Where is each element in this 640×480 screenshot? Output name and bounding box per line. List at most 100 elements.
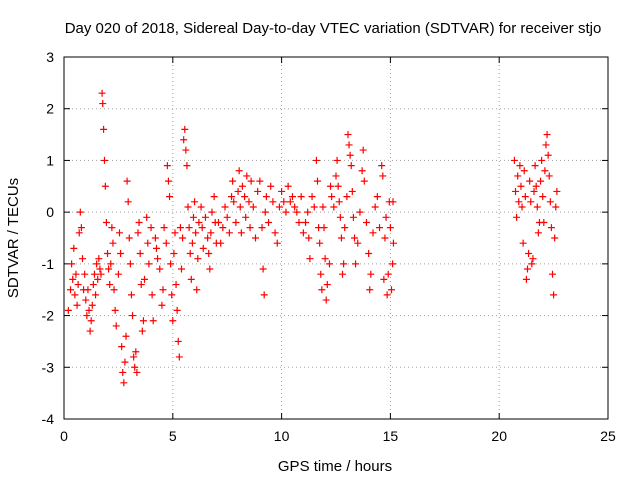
data-point: [81, 270, 89, 278]
data-point: [530, 187, 538, 195]
data-point: [117, 250, 125, 258]
data-point: [516, 162, 524, 170]
data-point: [336, 213, 344, 221]
data-point: [189, 213, 197, 221]
data-point: [328, 193, 336, 201]
data-point: [232, 218, 240, 226]
data-point: [537, 177, 545, 185]
data-point: [271, 229, 279, 237]
data-point: [265, 218, 273, 226]
data-point: [261, 208, 269, 216]
data-point: [111, 306, 119, 314]
data-point: [179, 234, 187, 242]
data-point: [319, 203, 327, 211]
data-point: [147, 224, 155, 232]
data-points: [64, 89, 561, 387]
data-point: [110, 286, 118, 294]
data-point: [207, 229, 215, 237]
data-point: [302, 218, 310, 226]
data-point: [170, 250, 178, 258]
data-point: [125, 234, 133, 242]
data-point: [210, 193, 218, 201]
data-point: [73, 301, 81, 309]
data-point: [550, 291, 558, 299]
data-point: [87, 317, 95, 325]
y-tick-label: 0: [46, 204, 54, 220]
data-point: [520, 167, 528, 175]
data-point: [205, 250, 213, 258]
data-point: [120, 379, 128, 387]
data-point: [164, 177, 172, 185]
ticks: 0 5 10 15 20 25 -4 -3 -2 -1 0 1 2 3: [42, 49, 616, 444]
x-tick-label: 0: [60, 428, 68, 444]
data-point: [194, 255, 202, 263]
data-point: [186, 250, 194, 258]
data-point: [327, 182, 335, 190]
data-point: [163, 162, 171, 170]
data-point: [192, 229, 200, 237]
y-tick-label: -4: [42, 411, 55, 427]
data-point: [132, 348, 140, 356]
data-point: [188, 239, 196, 247]
data-point: [208, 208, 216, 216]
data-point: [552, 203, 560, 211]
data-point: [314, 177, 322, 185]
data-point: [242, 213, 250, 221]
data-point: [217, 239, 225, 247]
data-point: [245, 198, 253, 206]
data-point: [134, 229, 142, 237]
data-point: [297, 193, 305, 201]
data-point: [169, 317, 177, 325]
data-point: [184, 203, 192, 211]
data-point: [382, 213, 390, 221]
data-point: [515, 198, 523, 206]
data-point: [176, 224, 184, 232]
data-point: [386, 224, 394, 232]
data-point: [221, 203, 229, 211]
data-point: [540, 218, 548, 226]
data-point: [243, 172, 251, 180]
data-point: [69, 275, 77, 283]
data-point: [369, 229, 377, 237]
data-point: [526, 177, 534, 185]
data-point: [519, 239, 527, 247]
data-point: [367, 270, 375, 278]
data-point: [544, 151, 552, 159]
data-point: [236, 203, 244, 211]
data-point: [389, 239, 397, 247]
data-point: [389, 260, 397, 268]
data-point: [553, 187, 561, 195]
data-point: [280, 198, 288, 206]
data-point: [83, 312, 91, 320]
data-point: [78, 255, 86, 263]
data-point: [251, 234, 259, 242]
data-point: [532, 182, 540, 190]
data-point: [295, 218, 303, 226]
data-point: [148, 291, 156, 299]
data-point: [182, 146, 190, 154]
data-point: [238, 182, 246, 190]
data-point: [376, 224, 384, 232]
data-point: [358, 167, 366, 175]
data-point: [175, 353, 183, 361]
data-point: [85, 306, 93, 314]
data-point: [543, 131, 551, 139]
data-point: [74, 281, 82, 289]
data-point: [533, 203, 541, 211]
data-point: [181, 125, 189, 133]
data-point: [531, 162, 539, 170]
data-point: [356, 208, 364, 216]
y-tick-label: -3: [42, 359, 55, 375]
data-point: [318, 286, 326, 294]
data-point: [352, 260, 360, 268]
data-point: [136, 250, 144, 258]
data-point: [259, 265, 267, 273]
data-point: [316, 239, 324, 247]
data-point: [126, 260, 134, 268]
data-point: [334, 182, 342, 190]
data-point: [131, 363, 139, 371]
data-point: [317, 270, 325, 278]
data-point: [306, 255, 314, 263]
data-point: [129, 312, 137, 320]
